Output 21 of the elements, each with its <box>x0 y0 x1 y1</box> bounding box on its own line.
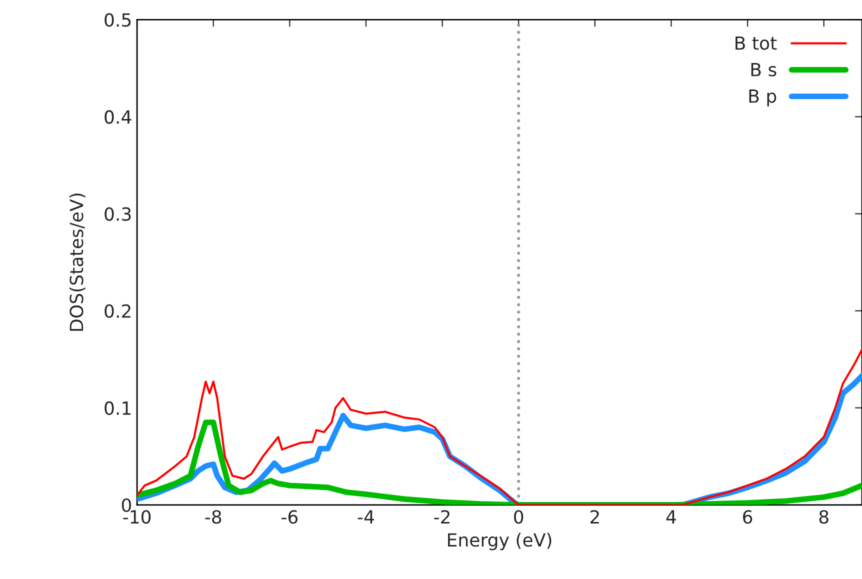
x-tick-label: 6 <box>743 510 752 524</box>
legend-label: B p <box>749 89 776 106</box>
y-tick-label: 0.2 <box>104 304 130 318</box>
y-tick-label: 0.4 <box>104 110 132 124</box>
y-tick-label: 0 <box>122 498 131 512</box>
x-tick-label: -4 <box>358 510 374 524</box>
x-tick-label: 2 <box>590 510 599 524</box>
y-tick-label: 0.1 <box>104 401 131 415</box>
legend-label: B tot <box>736 36 777 50</box>
x-tick-label: 8 <box>819 510 828 524</box>
y-tick-label: 0.3 <box>104 207 131 221</box>
x-tick-label: -6 <box>282 510 298 524</box>
x-axis-title: Energy (eV) <box>448 532 552 550</box>
x-tick-label: -2 <box>434 510 450 524</box>
x-tick-label: 0 <box>514 510 524 524</box>
legend-label: B s <box>751 62 776 76</box>
y-axis-title: DOS(States/eV) <box>69 194 86 331</box>
x-tick-label: -10 <box>123 510 151 524</box>
x-tick-label: 4 <box>666 510 676 524</box>
y-tick-label: 0.5 <box>104 13 131 27</box>
x-tick-label: -8 <box>205 510 222 524</box>
